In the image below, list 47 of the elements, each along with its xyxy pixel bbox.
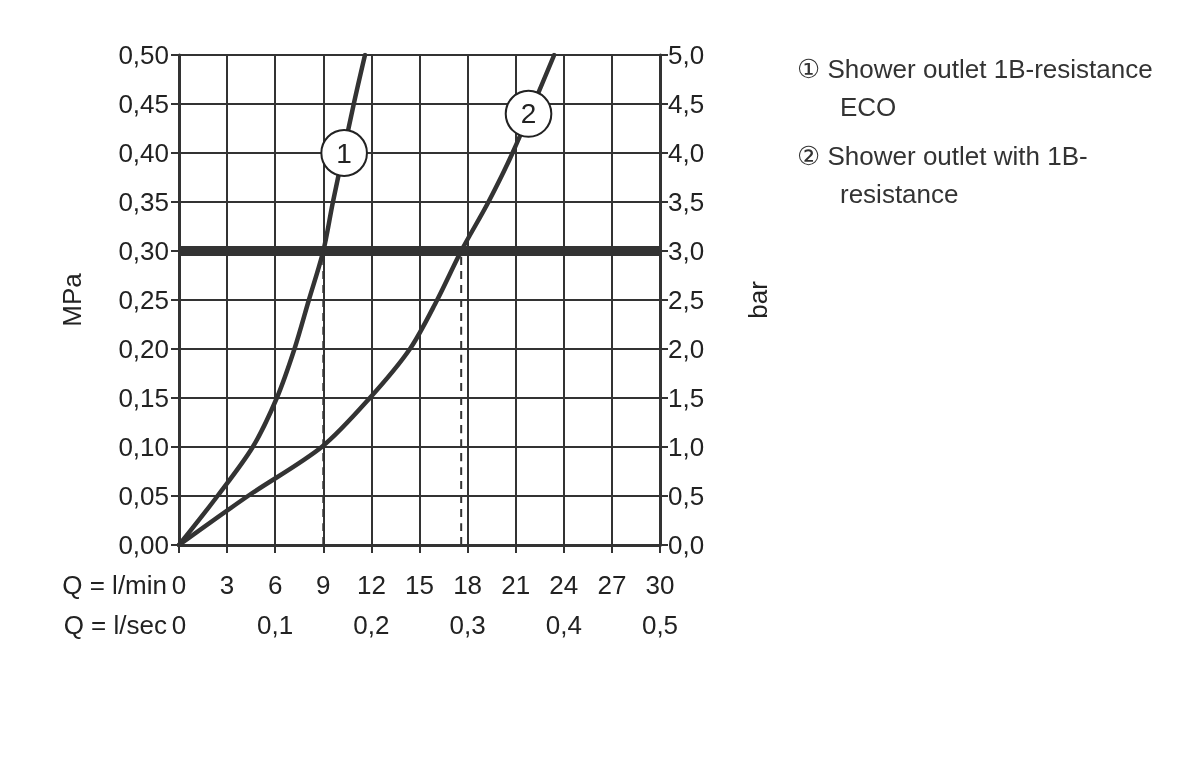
y2-axis-title: bar xyxy=(743,280,773,319)
x-tick-label: 6 xyxy=(267,570,283,600)
x-axis-title: Q = l/min xyxy=(62,570,167,600)
text: ① Shower outlet 1B-resistance ECO xyxy=(797,53,1154,124)
y-tick-label: 0,00 xyxy=(118,530,169,560)
y2-tick-label: 4,5 xyxy=(668,89,705,119)
y2-tick-label: 3,0 xyxy=(668,236,705,266)
x2-tick-label: 0 xyxy=(171,610,187,640)
y-axis-title: MPa xyxy=(57,272,87,327)
x2-tick-label: 0,5 xyxy=(641,610,679,640)
x-tick-label: 30 xyxy=(645,570,675,600)
y2-tick-label: 0,0 xyxy=(668,530,705,560)
y2-tick-label: 1,5 xyxy=(668,383,705,413)
annotation: 1 xyxy=(336,137,352,169)
x-tick-label: 24 xyxy=(549,570,579,600)
x-tick-label: 0 xyxy=(171,570,187,600)
y2-tick-label: 2,0 xyxy=(668,334,705,364)
y2-tick-label: 5,0 xyxy=(668,40,705,70)
y2-tick-label: 2,5 xyxy=(668,285,705,315)
y2-tick-label: 0,5 xyxy=(668,481,705,511)
y2-tick-label: 1,0 xyxy=(668,432,705,462)
y-tick-label: 0,25 xyxy=(118,285,169,315)
x2-tick-label: 0,2 xyxy=(353,610,390,640)
x-tick-label: 18 xyxy=(453,570,483,600)
y-tick-label: 0,45 xyxy=(118,89,169,119)
y-tick-label: 0,35 xyxy=(118,187,169,217)
x-tick-label: 3 xyxy=(219,570,235,600)
y-tick-label: 0,15 xyxy=(118,383,169,413)
y-tick-label: 0,40 xyxy=(118,138,169,168)
y-tick-label: 0,50 xyxy=(118,40,169,70)
y-tick-label: 0,05 xyxy=(118,481,169,511)
x-tick-label: 12 xyxy=(356,570,386,600)
annotation: 2 xyxy=(520,98,537,130)
x-tick-label: 9 xyxy=(316,570,331,600)
x2-tick-label: 0,1 xyxy=(257,610,294,640)
x-tick-label: 15 xyxy=(405,570,434,600)
x2-tick-label: 0,4 xyxy=(545,610,582,640)
x-tick-label: 21 xyxy=(501,570,531,600)
y-tick-label: 0,30 xyxy=(118,236,169,266)
x2-tick-label: 0,3 xyxy=(449,610,486,640)
y2-tick-label: 4,0 xyxy=(668,138,705,168)
x2-axis-title: Q = l/sec xyxy=(63,610,167,640)
y2-tick-label: 3,5 xyxy=(668,187,705,217)
y-tick-label: 0,10 xyxy=(118,432,169,462)
y-tick-label: 0,20 xyxy=(118,334,169,364)
x-tick-label: 27 xyxy=(597,570,627,600)
text: ② Shower outlet with 1B-resistance xyxy=(797,140,1089,211)
